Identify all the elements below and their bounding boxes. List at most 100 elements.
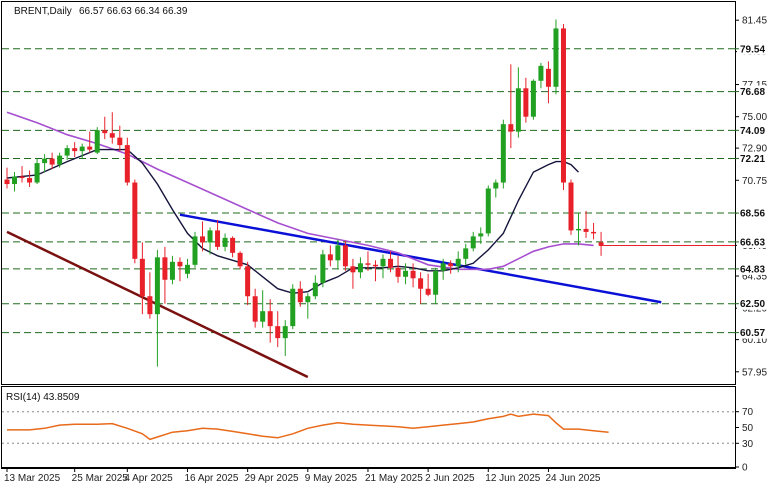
candle-body: [245, 266, 251, 297]
x-tick-label: 21 May 2025: [365, 473, 423, 484]
trendline: [179, 213, 662, 304]
candle-body: [493, 182, 499, 189]
candle-body: [538, 65, 544, 81]
level-label: 74.09: [740, 126, 765, 137]
rsi-tick-label: 0: [742, 463, 748, 474]
candle-body: [290, 288, 296, 327]
candle-body: [94, 130, 100, 153]
candle-body: [169, 261, 175, 280]
level-label-bg: [737, 85, 768, 98]
candle-body: [252, 296, 258, 322]
candle-body: [275, 326, 281, 339]
level-label-bg: [737, 42, 768, 55]
x-tick-label: 2 Jun 2025: [425, 473, 475, 484]
candle-body: [342, 245, 348, 267]
x-tick-label: 25 Mar 2025: [72, 473, 129, 484]
candle-body: [177, 261, 183, 267]
candle-body: [87, 146, 93, 150]
candle-body: [64, 148, 70, 156]
candle-body: [448, 263, 454, 267]
candle-body: [139, 258, 145, 297]
candle-body: [560, 28, 566, 183]
level-label-bg: [737, 326, 768, 339]
candle-body: [455, 258, 461, 267]
candle-body: [357, 263, 363, 273]
candle-body: [388, 258, 394, 268]
sma-fast-line: [6, 148, 579, 294]
candle-body: [282, 326, 288, 339]
candle-body: [109, 133, 115, 138]
candle-body: [591, 231, 597, 234]
y-tick-label: 64.35: [742, 272, 767, 283]
candle-body: [395, 267, 401, 277]
level-label-bg: [737, 207, 768, 220]
candle-body: [425, 288, 431, 295]
candle-body: [327, 254, 333, 261]
level-label: 76.68: [740, 87, 765, 98]
candle-body: [34, 163, 40, 183]
candle-body: [192, 236, 198, 265]
candle-body: [267, 311, 273, 327]
horizontal-levels: [2, 48, 735, 334]
candle-body: [215, 230, 221, 247]
x-tick-label: 12 Jun 2025: [485, 473, 540, 484]
candle-body: [365, 263, 371, 265]
candle-body: [124, 145, 130, 183]
candle-body: [72, 148, 78, 152]
chart-title: BRENT,Daily: [14, 6, 72, 17]
candle-body: [568, 182, 574, 231]
candle-body: [320, 254, 326, 283]
y-tick-label: 75.00: [742, 112, 767, 123]
candle-body: [117, 137, 123, 146]
candle-body: [162, 257, 168, 280]
candle-body: [598, 242, 604, 246]
y-tick-label: 77.15: [742, 80, 767, 91]
candle-body: [583, 228, 589, 232]
candle-body: [222, 237, 228, 247]
y-tick-label: 60.10: [742, 335, 767, 346]
ohlc-header: 66.57 66.63 66.34 66.39: [79, 6, 188, 17]
candle-body: [523, 88, 529, 117]
candle-body: [154, 257, 160, 315]
candles: [4, 19, 604, 367]
candle-body: [12, 176, 18, 185]
level-label: 64.83: [740, 264, 765, 275]
level-label: 66.63: [740, 237, 765, 248]
main-panel: [1, 1, 736, 385]
candle-body: [500, 124, 506, 183]
candle-body: [440, 263, 446, 271]
candle-body: [200, 236, 206, 243]
level-label-bg: [737, 124, 768, 137]
candle-body: [418, 278, 424, 289]
y-tick-label: 70.75: [742, 176, 767, 187]
x-tick-label: 4 Apr 2025: [124, 473, 173, 484]
candle-body: [132, 182, 138, 259]
candle-body: [184, 264, 190, 274]
candle-body: [433, 270, 439, 295]
y-tick-label: 72.90: [742, 144, 767, 155]
candle-body: [237, 252, 243, 267]
candle-body: [508, 124, 514, 132]
candle-body: [19, 176, 25, 179]
candle-body: [380, 258, 386, 267]
candle-body: [553, 28, 559, 87]
candle-body: [530, 80, 536, 117]
candle-body: [147, 296, 153, 315]
x-tick-label: 9 May 2025: [305, 473, 358, 484]
x-tick-label: 13 Mar 2025: [4, 473, 61, 484]
rsi-tick-label: 30: [742, 439, 754, 450]
candle-body: [350, 266, 356, 273]
level-label: 72.21: [740, 154, 765, 165]
rsi-line: [7, 413, 609, 441]
candle-body: [305, 296, 311, 303]
x-tick-label: 29 Apr 2025: [245, 473, 299, 484]
rsi-indicator: 70 50 30 0: [2, 407, 754, 474]
level-label: 62.50: [740, 299, 765, 310]
candle-body: [478, 233, 484, 237]
candle-body: [545, 68, 551, 87]
level-label: 79.54: [740, 44, 765, 55]
candle-body: [297, 288, 303, 303]
candle-body: [42, 158, 48, 164]
